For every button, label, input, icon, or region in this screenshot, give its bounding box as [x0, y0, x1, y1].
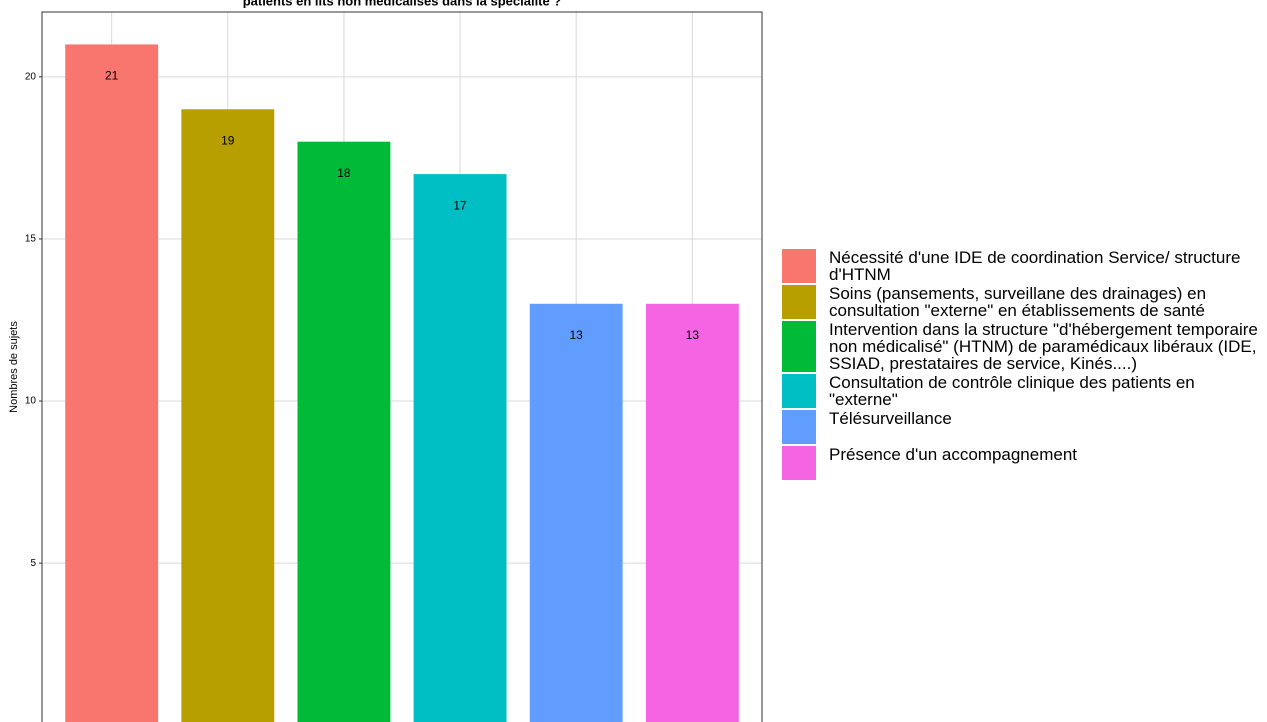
legend-label: Télésurveillance	[829, 409, 952, 428]
chart-title: patients en lits non médicalisés dans la…	[243, 0, 562, 8]
legend-swatch	[782, 321, 816, 372]
legend-item: Nécessité d'une IDE de coordination Serv…	[782, 249, 1267, 283]
legend-swatch	[782, 249, 816, 283]
legend-item: Consultation de contrôle clinique des pa…	[782, 374, 1267, 408]
legend-label: Présence d'un accompagnement	[829, 445, 1078, 464]
y-tick-label: 10	[25, 396, 37, 407]
bar	[297, 141, 391, 722]
data-label: 18	[337, 166, 351, 180]
legend-item: Télésurveillance	[782, 410, 1267, 444]
legend-label: Consultation de contrôle clinique des pa…	[829, 373, 1195, 409]
data-label: 21	[105, 69, 119, 83]
panel-border	[41, 11, 763, 722]
legend-item: Soins (pansements, surveillane des drain…	[782, 285, 1267, 319]
legend-label: Soins (pansements, surveillane des drain…	[829, 284, 1207, 320]
bar	[65, 44, 159, 722]
data-label: 17	[453, 198, 467, 212]
legend-item: Intervention dans la structure "d'héberg…	[782, 321, 1267, 372]
legend-swatch	[782, 285, 816, 319]
legend-label: Nécessité d'une IDE de coordination Serv…	[829, 249, 1241, 284]
legend-swatch	[782, 374, 816, 408]
bar	[413, 174, 507, 722]
legend-item: Présence d'un accompagnement	[782, 446, 1267, 480]
data-label: 19	[221, 133, 235, 147]
legend-swatch	[782, 446, 816, 480]
y-axis-label: Nombres de sujets	[8, 321, 20, 413]
legend: Nécessité d'une IDE de coordination Serv…	[782, 249, 1267, 482]
y-tick-label: 20	[25, 71, 37, 82]
data-label: 13	[570, 328, 584, 342]
legend-label: Intervention dans la structure "d'héberg…	[829, 320, 1258, 373]
y-tick-label: 15	[25, 234, 37, 245]
legend-swatch	[782, 410, 816, 444]
data-label: 13	[686, 328, 700, 342]
bar	[645, 303, 739, 722]
bar	[529, 303, 623, 722]
y-tick-label: 5	[30, 558, 36, 569]
bar	[181, 109, 275, 722]
